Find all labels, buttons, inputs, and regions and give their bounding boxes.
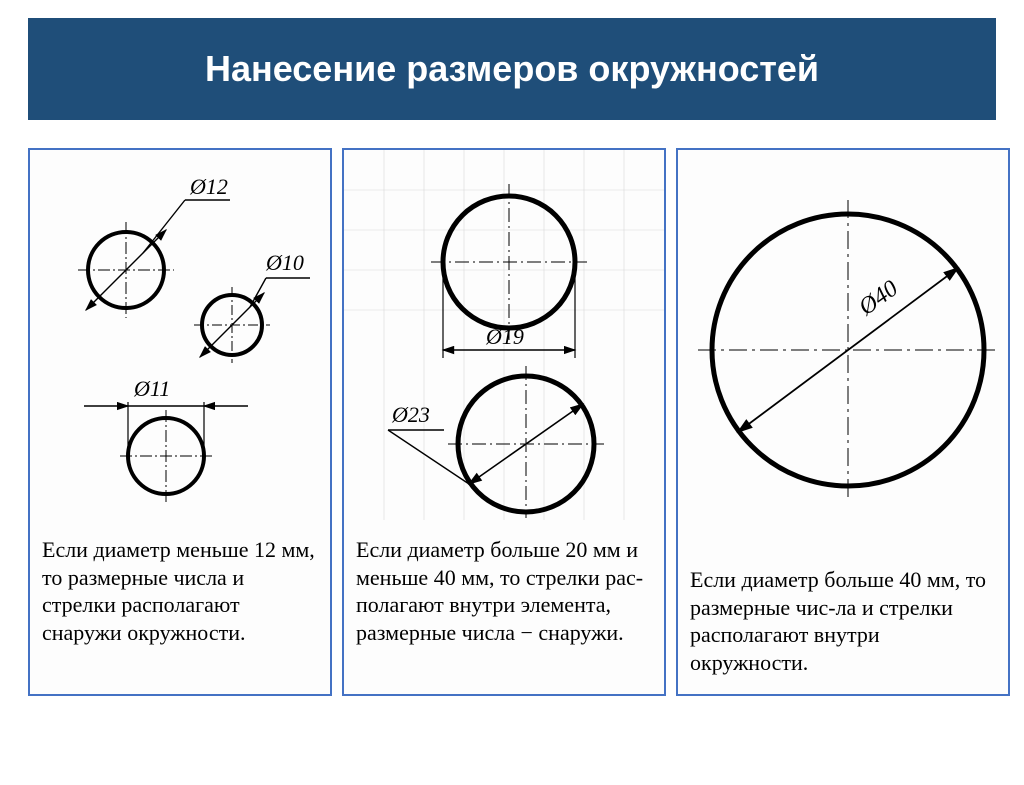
caption-large: Если диаметр больше 40 мм, то размерные … — [678, 550, 1008, 694]
page-title: Нанесение размеров окружностей — [30, 48, 994, 90]
circle-d10: Ø10 — [194, 250, 310, 363]
panel-large-svg: Ø40 — [678, 150, 1008, 550]
label-d19: Ø19 — [485, 324, 524, 349]
label-d23: Ø23 — [391, 402, 430, 427]
panel-small: Ø12 Ø10 — [28, 148, 332, 696]
circle-d23: Ø23 — [388, 366, 604, 518]
circle-d40: Ø40 — [698, 200, 998, 500]
caption-medium: Если диаметр больше 20 мм и меньше 40 мм… — [344, 520, 664, 664]
caption-small: Если диаметр меньше 12 мм, то размерные … — [30, 520, 330, 664]
panel-small-svg: Ø12 Ø10 — [30, 150, 330, 520]
panel-medium-svg: Ø19 Ø23 — [344, 150, 664, 520]
circle-d19: Ø19 — [431, 184, 587, 358]
panels-row: Ø12 Ø10 — [28, 148, 996, 696]
label-d11: Ø11 — [133, 376, 170, 401]
circle-d11: Ø11 — [84, 376, 248, 502]
label-d12: Ø12 — [189, 174, 228, 199]
panel-medium: Ø19 Ø23 Если диаметр больше 20 мм и мень… — [342, 148, 666, 696]
page-header: Нанесение размеров окружностей — [28, 18, 996, 120]
label-d10: Ø10 — [265, 250, 304, 275]
circle-d12: Ø12 — [78, 174, 230, 318]
panel-large: Ø40 Если диаметр больше 40 мм, то размер… — [676, 148, 1010, 696]
